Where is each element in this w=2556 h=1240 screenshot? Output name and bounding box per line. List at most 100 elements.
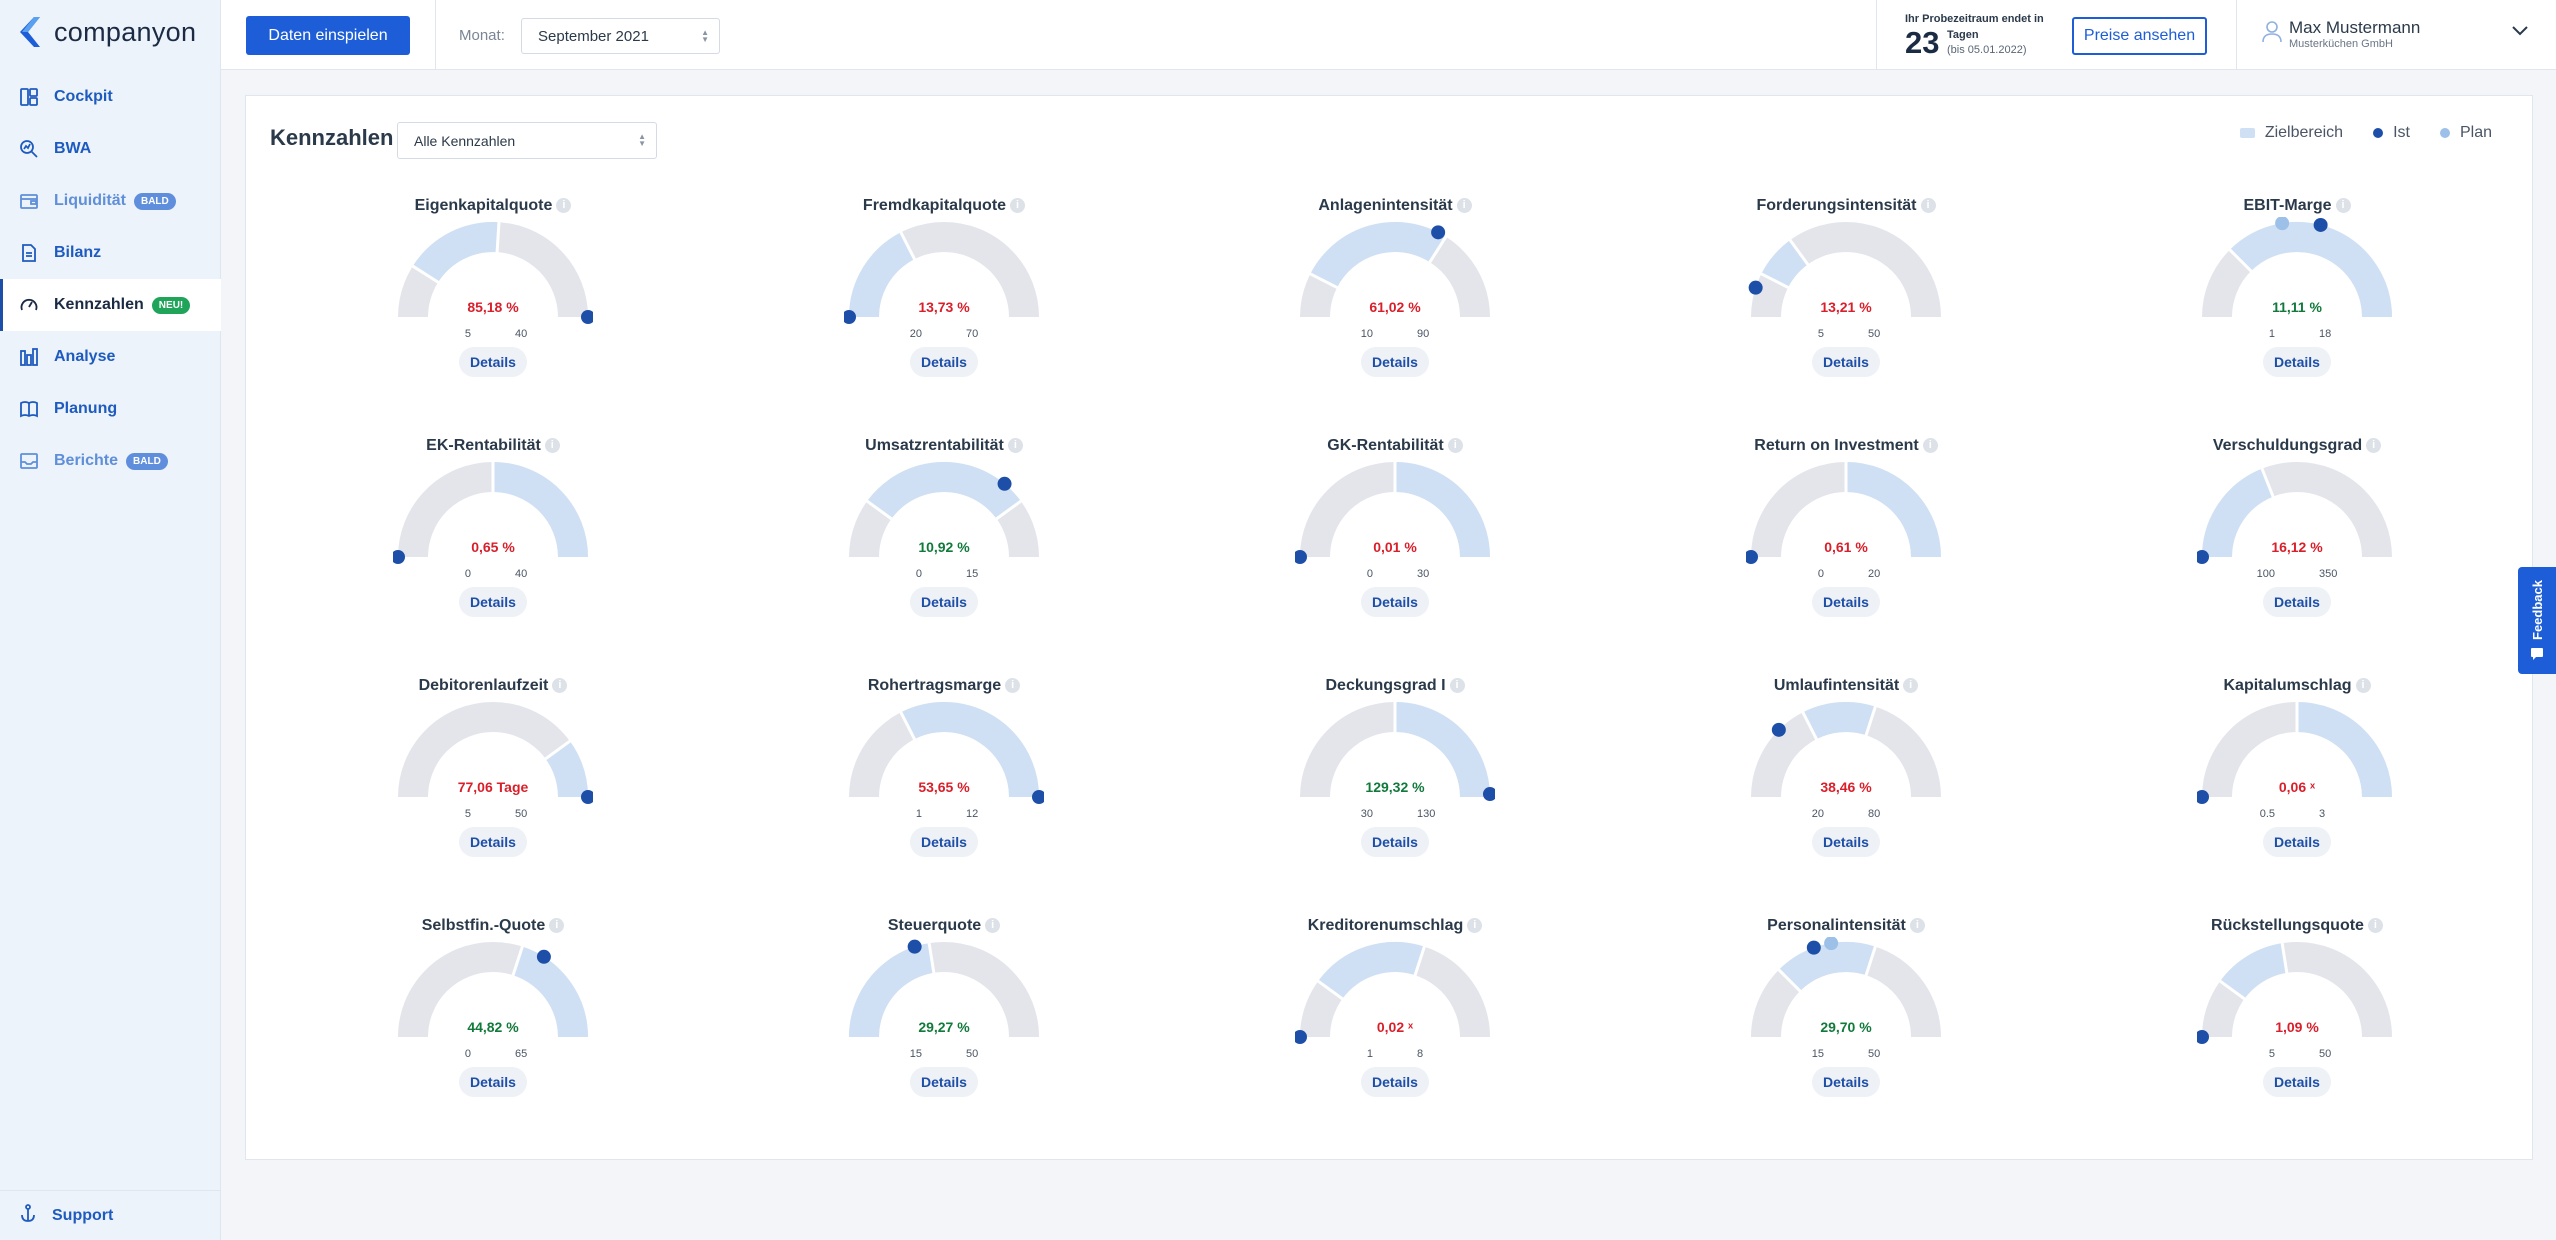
- gauge-min-label: 0: [1817, 568, 1824, 580]
- details-button[interactable]: Details: [459, 1067, 527, 1097]
- sidebar-item-berichte[interactable]: Berichte BALD: [0, 435, 221, 487]
- info-icon[interactable]: i: [1005, 678, 1021, 693]
- sidebar-item-label: Analyse: [54, 348, 116, 365]
- sidebar-item-cockpit[interactable]: Cockpit: [0, 71, 221, 123]
- kpi-title-text: EK-Rentabilität: [426, 437, 541, 454]
- info-icon[interactable]: i: [1920, 198, 1936, 213]
- sidebar-item-label: Berichte: [54, 452, 119, 469]
- info-icon[interactable]: i: [1467, 918, 1483, 933]
- gauge-actual-marker: [844, 310, 856, 324]
- details-button[interactable]: Details: [910, 587, 978, 617]
- info-icon[interactable]: i: [1010, 198, 1026, 213]
- info-icon[interactable]: i: [1007, 438, 1023, 453]
- kpi-gauge: [2197, 941, 2392, 1044]
- kpi-gauge: [1295, 461, 1490, 564]
- details-button[interactable]: Details: [1361, 827, 1429, 857]
- upload-data-button[interactable]: Daten einspielen: [246, 16, 410, 55]
- kpi-gauge: [1295, 942, 1490, 1044]
- book-icon: [18, 398, 40, 420]
- details-button[interactable]: Details: [459, 827, 527, 857]
- sidebar-item-kennzahlen[interactable]: Kennzahlen NEU!: [0, 279, 221, 331]
- gauge-actual-marker: [1746, 550, 1758, 564]
- gauge-target-zone: [1802, 702, 1876, 740]
- info-icon[interactable]: i: [1903, 678, 1919, 693]
- gauge-max-label: 80: [1868, 808, 1881, 820]
- kpi-title-text: Verschuldungsgrad: [2212, 437, 2363, 454]
- sidebar-item-bilanz[interactable]: Bilanz: [0, 227, 221, 279]
- kpi-gauge: [1751, 702, 1941, 798]
- kpi-title-text: Eigenkapitalquote: [414, 197, 553, 214]
- details-button[interactable]: Details: [1812, 827, 1880, 857]
- details-button[interactable]: Details: [1812, 1067, 1880, 1097]
- month-select[interactable]: September 2021 ▲ ▼: [521, 18, 720, 54]
- info-icon[interactable]: i: [1449, 678, 1465, 693]
- details-button[interactable]: Details: [1361, 587, 1429, 617]
- feedback-tab[interactable]: Feedback: [2518, 567, 2556, 674]
- details-button[interactable]: Details: [1361, 1067, 1429, 1097]
- gauge-min-label: 0: [915, 568, 922, 580]
- select-arrows-icon: ▲ ▼: [701, 28, 709, 44]
- details-button[interactable]: Details: [1361, 347, 1429, 377]
- sidebar-item-support[interactable]: Support: [0, 1190, 221, 1240]
- details-button[interactable]: Details: [2263, 587, 2331, 617]
- info-icon[interactable]: i: [2366, 438, 2382, 453]
- gauge-zone-divider: [543, 739, 572, 761]
- sidebar-item-bwa[interactable]: BWA: [0, 123, 221, 175]
- gauge-max-label: 50: [2319, 1048, 2332, 1060]
- legend-label: Plan: [2459, 124, 2492, 141]
- month-label: Monat:: [459, 27, 505, 44]
- info-icon[interactable]: i: [1909, 918, 1925, 933]
- logo[interactable]: companyon: [14, 14, 196, 50]
- view-prices-button[interactable]: Preise ansehen: [2072, 17, 2207, 55]
- details-button[interactable]: Details: [1812, 587, 1880, 617]
- gauge-max-label: 70: [966, 328, 979, 340]
- gauge-actual-marker: [2197, 1030, 2209, 1044]
- chat-icon: [2531, 648, 2543, 661]
- kpi-value: 0,61 %: [1824, 539, 1868, 555]
- kennzahlen-filter-select[interactable]: Alle Kennzahlen ▲ ▼: [397, 122, 657, 159]
- gauge-min-label: 5: [464, 328, 471, 340]
- kpi-gauge-card: Steuerquote i 29,27 % 15 50 Details: [744, 917, 1144, 1147]
- kennzahlen-panel: Kennzahlen Alle Kennzahlen ▲ ▼ Zielbereic…: [245, 95, 2533, 1160]
- details-button[interactable]: Details: [1812, 347, 1880, 377]
- details-button[interactable]: Details: [459, 347, 527, 377]
- info-icon[interactable]: i: [1456, 198, 1472, 213]
- divider: [435, 0, 436, 70]
- kpi-value: 0,65 %: [471, 539, 515, 555]
- kpi-gauge: [2197, 701, 2392, 804]
- sidebar-item-analyse[interactable]: Analyse: [0, 331, 221, 383]
- details-button[interactable]: Details: [2263, 827, 2331, 857]
- info-icon[interactable]: i: [2335, 198, 2351, 213]
- gauge-min-label: 1: [1366, 1048, 1373, 1060]
- gauge-target-zone: [849, 943, 935, 1038]
- info-icon[interactable]: i: [985, 918, 1001, 933]
- details-button[interactable]: Details: [2263, 1067, 2331, 1097]
- user-name[interactable]: Max Mustermann: [2289, 18, 2421, 37]
- sidebar-item-planung[interactable]: Planung: [0, 383, 221, 435]
- kpi-title-text: Fremdkapitalquote: [862, 197, 1007, 214]
- sidebar-item-liquiditaet[interactable]: Liquidität BALD: [0, 175, 221, 227]
- gauge-max-label: 3: [2319, 808, 2326, 820]
- details-button[interactable]: Details: [2263, 347, 2331, 377]
- info-icon[interactable]: i: [1447, 438, 1463, 453]
- info-icon[interactable]: i: [2367, 918, 2383, 933]
- details-button[interactable]: Details: [910, 827, 978, 857]
- kpi-title-text: Kreditorenumschlag: [1307, 917, 1464, 934]
- info-icon[interactable]: i: [549, 918, 565, 933]
- info-icon[interactable]: i: [2355, 678, 2371, 693]
- kpi-gauge: [1751, 937, 1941, 1038]
- kpi-value: 61,02 %: [1369, 299, 1421, 315]
- details-button[interactable]: Details: [910, 347, 978, 377]
- info-icon[interactable]: i: [544, 438, 560, 453]
- info-icon[interactable]: i: [556, 198, 572, 213]
- gauge-max-label: 40: [515, 328, 528, 340]
- details-button[interactable]: Details: [910, 1067, 978, 1097]
- kpi-title: Rohertragsmarge i: [744, 677, 1144, 695]
- chevron-down-icon[interactable]: [2511, 25, 2529, 37]
- legend-item-plan: Plan: [2439, 124, 2492, 142]
- actual-dot-icon: [2373, 128, 2384, 138]
- info-icon[interactable]: i: [1922, 438, 1938, 453]
- info-icon[interactable]: i: [552, 678, 568, 693]
- details-button[interactable]: Details: [459, 587, 527, 617]
